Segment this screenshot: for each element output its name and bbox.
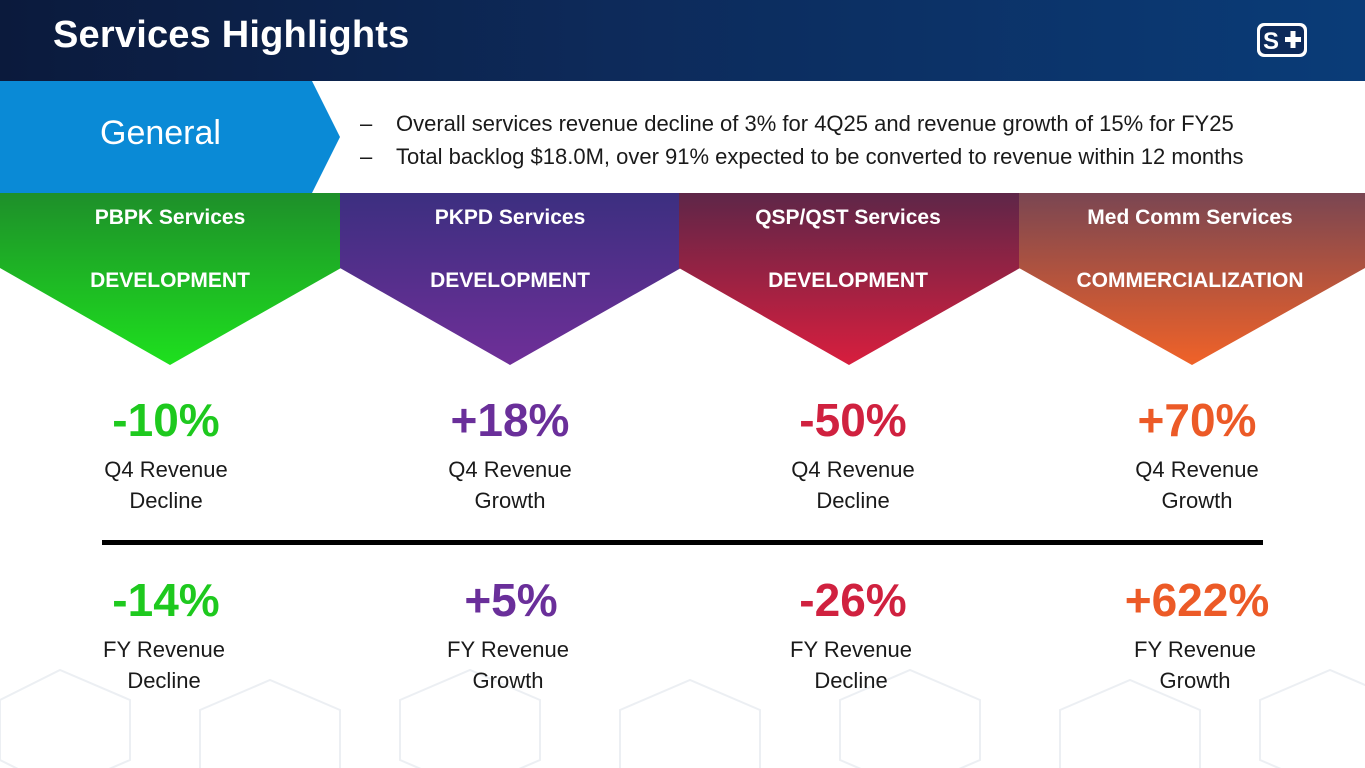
medcomm-q4-percent: +70% xyxy=(1137,394,1257,446)
bullet-backlog: – Total backlog $18.0M, over 91% expecte… xyxy=(360,143,1360,176)
bullet-revenue: – Overall services revenue decline of 3%… xyxy=(360,110,1360,143)
hexagon-background-pattern xyxy=(0,668,1365,768)
pbpk-fy-label: FY Revenue Decline xyxy=(0,634,334,696)
metric-label-line: FY Revenue xyxy=(103,637,225,662)
pkpd-q4-percent: +18% xyxy=(450,394,570,446)
pkpd-phase-label: DEVELOPMENT xyxy=(430,269,590,292)
svg-text:S: S xyxy=(1263,28,1279,55)
section-divider xyxy=(102,540,1263,545)
metric-label-line: Q4 Revenue xyxy=(791,457,915,482)
metric-label-line: Q4 Revenue xyxy=(104,457,228,482)
pkpd-service-heading: PKPD Services xyxy=(434,206,586,229)
metric-label-line: FY Revenue xyxy=(447,637,569,662)
medcomm-service-heading: Med Comm Services xyxy=(1087,206,1293,229)
bullet-dash: – xyxy=(360,111,373,136)
qsp-service-heading: QSP/QST Services xyxy=(755,206,941,229)
metric-label-line: Q4 Revenue xyxy=(448,457,572,482)
medcomm-fy-percent: +622% xyxy=(1124,574,1270,626)
general-chevron-banner xyxy=(0,81,340,193)
pbpk-fy-percent: -14% xyxy=(112,574,220,626)
metric-label-sub: Growth xyxy=(1159,668,1231,693)
page-title: Services Highlights xyxy=(53,14,410,56)
pkpd-chevron-shape xyxy=(340,193,681,365)
metric-label-sub: Growth xyxy=(1161,488,1233,513)
metric-label-sub: Growth xyxy=(472,668,544,693)
pbpk-chevron-shape xyxy=(0,193,341,365)
bullet-text: Overall services revenue decline of 3% f… xyxy=(396,111,1234,136)
metric-label-sub: Decline xyxy=(129,488,203,513)
qsp-fy-percent: -26% xyxy=(799,574,907,626)
pbpk-q4-label: Q4 Revenue Decline xyxy=(0,454,336,516)
metric-label-sub: Decline xyxy=(816,488,890,513)
metric-label-line: Q4 Revenue xyxy=(1135,457,1259,482)
qsp-phase-label: DEVELOPMENT xyxy=(768,269,928,292)
bullet-text: Total backlog $18.0M, over 91% expected … xyxy=(396,144,1244,169)
metric-label-line: FY Revenue xyxy=(790,637,912,662)
header-bar: Services Highlights S xyxy=(0,0,1365,81)
metric-label-sub: Decline xyxy=(814,668,888,693)
general-bullet-list: – Overall services revenue decline of 3%… xyxy=(360,110,1360,176)
qsp-fy-label: FY Revenue Decline xyxy=(681,634,1021,696)
general-label: General xyxy=(100,114,221,152)
metric-label-sub: Decline xyxy=(127,668,201,693)
medcomm-fy-label: FY Revenue Growth xyxy=(1025,634,1365,696)
metric-label-line: FY Revenue xyxy=(1134,637,1256,662)
medcomm-q4-label: Q4 Revenue Growth xyxy=(1027,454,1365,516)
medcomm-phase-label: COMMERCIALIZATION xyxy=(1076,269,1304,292)
service-columns: PBPK Services DEVELOPMENT PKPD Services … xyxy=(0,193,1365,373)
pkpd-q4-label: Q4 Revenue Growth xyxy=(340,454,680,516)
qsp-q4-label: Q4 Revenue Decline xyxy=(683,454,1023,516)
pkpd-fy-label: FY Revenue Growth xyxy=(338,634,678,696)
bullet-dash: – xyxy=(360,144,373,169)
qsp-chevron-shape xyxy=(679,193,1020,365)
pkpd-fy-percent: +5% xyxy=(464,574,558,626)
company-logo: S xyxy=(1257,23,1307,57)
pbpk-phase-label: DEVELOPMENT xyxy=(90,269,250,292)
medcomm-chevron-shape xyxy=(1019,193,1365,365)
qsp-q4-percent: -50% xyxy=(799,394,907,446)
pbpk-q4-percent: -10% xyxy=(112,394,220,446)
pbpk-service-heading: PBPK Services xyxy=(94,206,246,229)
metric-label-sub: Growth xyxy=(474,488,546,513)
